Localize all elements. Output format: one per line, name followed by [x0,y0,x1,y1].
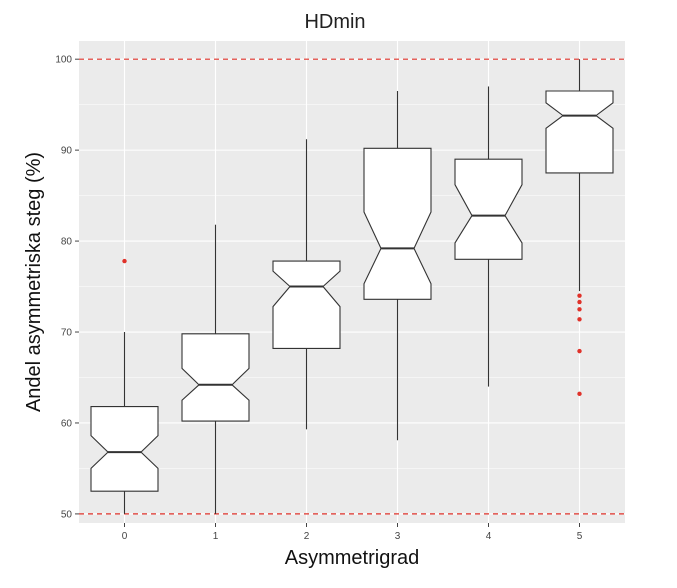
y-axis-ticks: 50 60 70 80 90 100 [55,55,79,520]
box-body [545,90,614,174]
x-tick-label: 2 [304,531,310,542]
y-tick-label: 70 [61,328,73,339]
box-1 [181,224,250,514]
x-tick-label: 0 [122,531,128,542]
box-body [181,333,250,422]
y-tick-label: 80 [61,237,73,248]
plot-panel [79,41,625,523]
box-body [90,406,159,492]
x-axis-label: Asymmetrigrad [285,547,419,569]
x-tick-label: 1 [213,531,219,542]
outlier-point [577,391,582,397]
y-tick-label: 100 [55,55,72,66]
outlier-point [577,299,582,305]
reference-lines [79,58,625,515]
y-tick-label: 60 [61,418,73,429]
box-2 [272,139,341,430]
y-axis-label: Andel asymmetriska steg (%) [23,152,45,412]
x-axis-ticks: 0 1 2 3 4 5 [122,523,583,542]
box-0 [90,258,159,514]
box-body [272,260,341,349]
box-5 [545,59,614,397]
outlier-point [122,258,127,264]
box-body [363,147,432,300]
outlier-point [577,317,582,322]
outlier-point [577,348,582,354]
box-body [454,158,523,260]
x-tick-label: 3 [395,531,401,542]
box-4 [454,86,523,387]
x-tick-label: 5 [577,531,583,542]
x-tick-label: 4 [486,531,492,542]
outlier-point [577,307,582,312]
chart-title: HDmin [304,11,365,33]
y-tick-label: 90 [61,146,73,157]
box-3 [363,91,432,441]
boxes [90,59,614,514]
y-tick-label: 50 [61,509,73,520]
outlier-point [577,293,582,298]
